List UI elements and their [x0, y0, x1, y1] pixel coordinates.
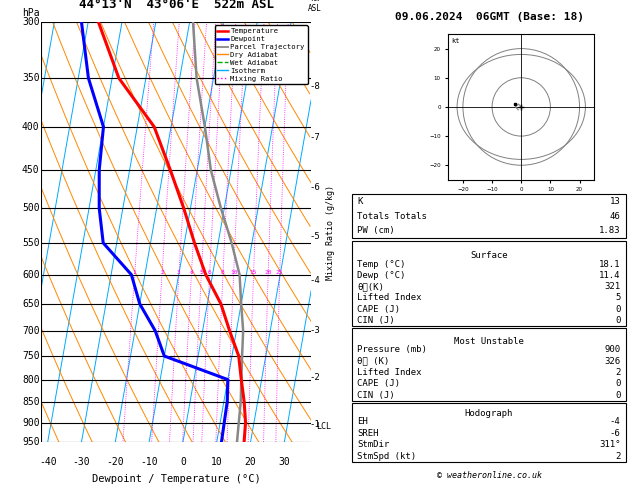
- Text: -4: -4: [309, 276, 320, 285]
- Text: 6: 6: [208, 270, 211, 275]
- Text: SREH: SREH: [357, 429, 379, 438]
- Text: EH: EH: [357, 417, 368, 426]
- Text: 1: 1: [133, 270, 136, 275]
- Text: -6: -6: [309, 183, 320, 191]
- Text: 15: 15: [250, 270, 257, 275]
- Bar: [352, 328, 626, 401]
- Legend: Temperature, Dewpoint, Parcel Trajectory, Dry Adiabat, Wet Adiabat, Isotherm, Mi: Temperature, Dewpoint, Parcel Trajectory…: [214, 25, 308, 85]
- Text: -2: -2: [309, 373, 320, 382]
- Text: -20: -20: [106, 457, 124, 467]
- Text: 550: 550: [22, 238, 40, 248]
- Text: 13: 13: [610, 197, 621, 206]
- Text: © weatheronline.co.uk: © weatheronline.co.uk: [437, 471, 542, 480]
- Bar: [352, 403, 626, 462]
- Text: -40: -40: [39, 457, 57, 467]
- Text: 25: 25: [276, 270, 284, 275]
- Text: CAPE (J): CAPE (J): [357, 305, 401, 313]
- Text: -5: -5: [309, 232, 320, 241]
- Text: 30: 30: [279, 457, 290, 467]
- Text: 300: 300: [22, 17, 40, 27]
- Text: 800: 800: [22, 375, 40, 384]
- Text: 700: 700: [22, 326, 40, 336]
- Text: K: K: [357, 197, 363, 206]
- Text: 5: 5: [615, 294, 621, 302]
- Text: Lifted Index: Lifted Index: [357, 294, 422, 302]
- Text: 750: 750: [22, 351, 40, 361]
- Text: 8: 8: [221, 270, 225, 275]
- Text: 600: 600: [22, 270, 40, 279]
- Text: 18.1: 18.1: [599, 260, 621, 269]
- Text: Temp (°C): Temp (°C): [357, 260, 406, 269]
- Text: 2: 2: [160, 270, 164, 275]
- Bar: [352, 194, 626, 238]
- Text: Mixing Ratio (g/kg): Mixing Ratio (g/kg): [326, 185, 335, 279]
- Text: hPa: hPa: [22, 8, 40, 17]
- Text: CIN (J): CIN (J): [357, 315, 395, 325]
- Text: 2: 2: [615, 451, 621, 461]
- Text: Dewp (°C): Dewp (°C): [357, 271, 406, 280]
- Text: 0: 0: [615, 380, 621, 388]
- Text: 10: 10: [211, 457, 223, 467]
- Text: 450: 450: [22, 165, 40, 175]
- Text: 850: 850: [22, 397, 40, 407]
- Text: θᴄ(K): θᴄ(K): [357, 282, 384, 292]
- Text: -10: -10: [140, 457, 158, 467]
- Text: LCL: LCL: [316, 422, 331, 431]
- Text: StmSpd (kt): StmSpd (kt): [357, 451, 416, 461]
- Text: 0: 0: [615, 391, 621, 400]
- Text: 0: 0: [180, 457, 186, 467]
- Text: 46: 46: [610, 212, 621, 221]
- Text: kt: kt: [451, 38, 460, 44]
- Text: -4: -4: [610, 417, 621, 426]
- Text: 4: 4: [189, 270, 193, 275]
- Text: 11.4: 11.4: [599, 271, 621, 280]
- Text: 321: 321: [604, 282, 621, 292]
- Text: 3: 3: [177, 270, 181, 275]
- Text: -30: -30: [72, 457, 91, 467]
- Text: -1: -1: [309, 420, 320, 429]
- Text: 900: 900: [22, 417, 40, 428]
- Text: Totals Totals: Totals Totals: [357, 212, 427, 221]
- Bar: [352, 241, 626, 326]
- Text: 0: 0: [615, 315, 621, 325]
- Text: Lifted Index: Lifted Index: [357, 368, 422, 377]
- Text: Most Unstable: Most Unstable: [454, 337, 524, 346]
- Text: θᴄ (K): θᴄ (K): [357, 357, 390, 365]
- Text: 350: 350: [22, 73, 40, 83]
- Text: StmDir: StmDir: [357, 440, 390, 449]
- Text: -6: -6: [610, 429, 621, 438]
- Text: Hodograph: Hodograph: [465, 409, 513, 418]
- Text: Pressure (mb): Pressure (mb): [357, 345, 427, 354]
- Text: km
ASL: km ASL: [308, 0, 322, 14]
- Text: 20: 20: [245, 457, 257, 467]
- Text: 10: 10: [230, 270, 237, 275]
- Text: PW (cm): PW (cm): [357, 226, 395, 235]
- Text: 650: 650: [22, 299, 40, 309]
- Text: 0: 0: [615, 305, 621, 313]
- Text: 5: 5: [199, 270, 203, 275]
- Text: 950: 950: [22, 437, 40, 447]
- Text: 2: 2: [615, 368, 621, 377]
- Text: -7: -7: [309, 133, 320, 142]
- Text: -8: -8: [309, 82, 320, 91]
- Text: 311°: 311°: [599, 440, 621, 449]
- Text: 09.06.2024  06GMT (Base: 18): 09.06.2024 06GMT (Base: 18): [394, 12, 584, 22]
- Text: 900: 900: [604, 345, 621, 354]
- Text: CIN (J): CIN (J): [357, 391, 395, 400]
- Text: CAPE (J): CAPE (J): [357, 380, 401, 388]
- Text: 20: 20: [264, 270, 272, 275]
- Text: Dewpoint / Temperature (°C): Dewpoint / Temperature (°C): [92, 474, 260, 484]
- Text: 326: 326: [604, 357, 621, 365]
- Text: 500: 500: [22, 203, 40, 213]
- Text: 1.83: 1.83: [599, 226, 621, 235]
- Text: 44°13'N  43°06'E  522m ASL: 44°13'N 43°06'E 522m ASL: [79, 0, 274, 11]
- Text: -3: -3: [309, 327, 320, 335]
- Text: Surface: Surface: [470, 251, 508, 260]
- Text: 400: 400: [22, 122, 40, 132]
